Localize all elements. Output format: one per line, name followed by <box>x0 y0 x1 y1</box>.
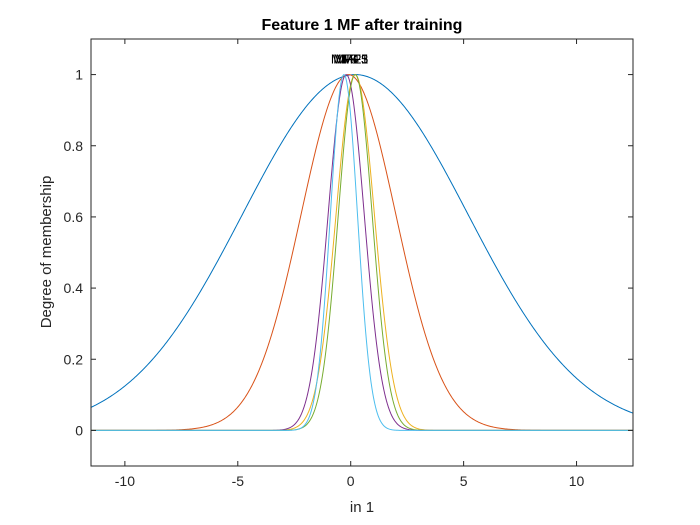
mf-label-mf1: MF1 <box>342 52 368 67</box>
series-curves <box>90 73 634 431</box>
x-tick-label: 5 <box>460 473 468 489</box>
y-axis-label: Degree of membership <box>38 176 55 329</box>
x-tick-label: -10 <box>115 473 135 489</box>
x-tick-label: 10 <box>569 473 585 489</box>
plot-frame <box>90 38 634 467</box>
y-tick-labels: 0 0.2 0.4 0.6 0.8 1 <box>64 67 84 439</box>
mf-label-mf3: MF3 <box>342 52 368 67</box>
x-axis-label: in 1 <box>350 499 374 516</box>
y-tick-label: 0.6 <box>64 209 84 225</box>
x-tick-label: -5 <box>232 473 245 489</box>
chart-title: Feature 1 MF after training <box>262 17 463 34</box>
series-line-mf1 <box>90 74 634 414</box>
y-tick-label: 1 <box>75 67 83 83</box>
y-tick-label: 0 <box>75 422 83 438</box>
x-tick-labels: -10 -5 0 5 10 <box>115 473 585 489</box>
y-tick-label: 0.4 <box>64 280 84 296</box>
mf-label-mf6: MF6 <box>331 52 357 67</box>
mf-label-mf5: MF5 <box>342 52 368 67</box>
series-line-mf6 <box>91 73 633 431</box>
mf-label-mf4: MF4 <box>333 52 359 67</box>
plot-area <box>91 39 633 466</box>
axis-ticks <box>91 39 633 466</box>
y-tick-label: 0.8 <box>64 138 84 154</box>
mf-label-mf2: MF2 <box>335 52 361 67</box>
y-tick-label: 0.2 <box>64 351 84 367</box>
x-tick-label: 0 <box>347 473 355 489</box>
